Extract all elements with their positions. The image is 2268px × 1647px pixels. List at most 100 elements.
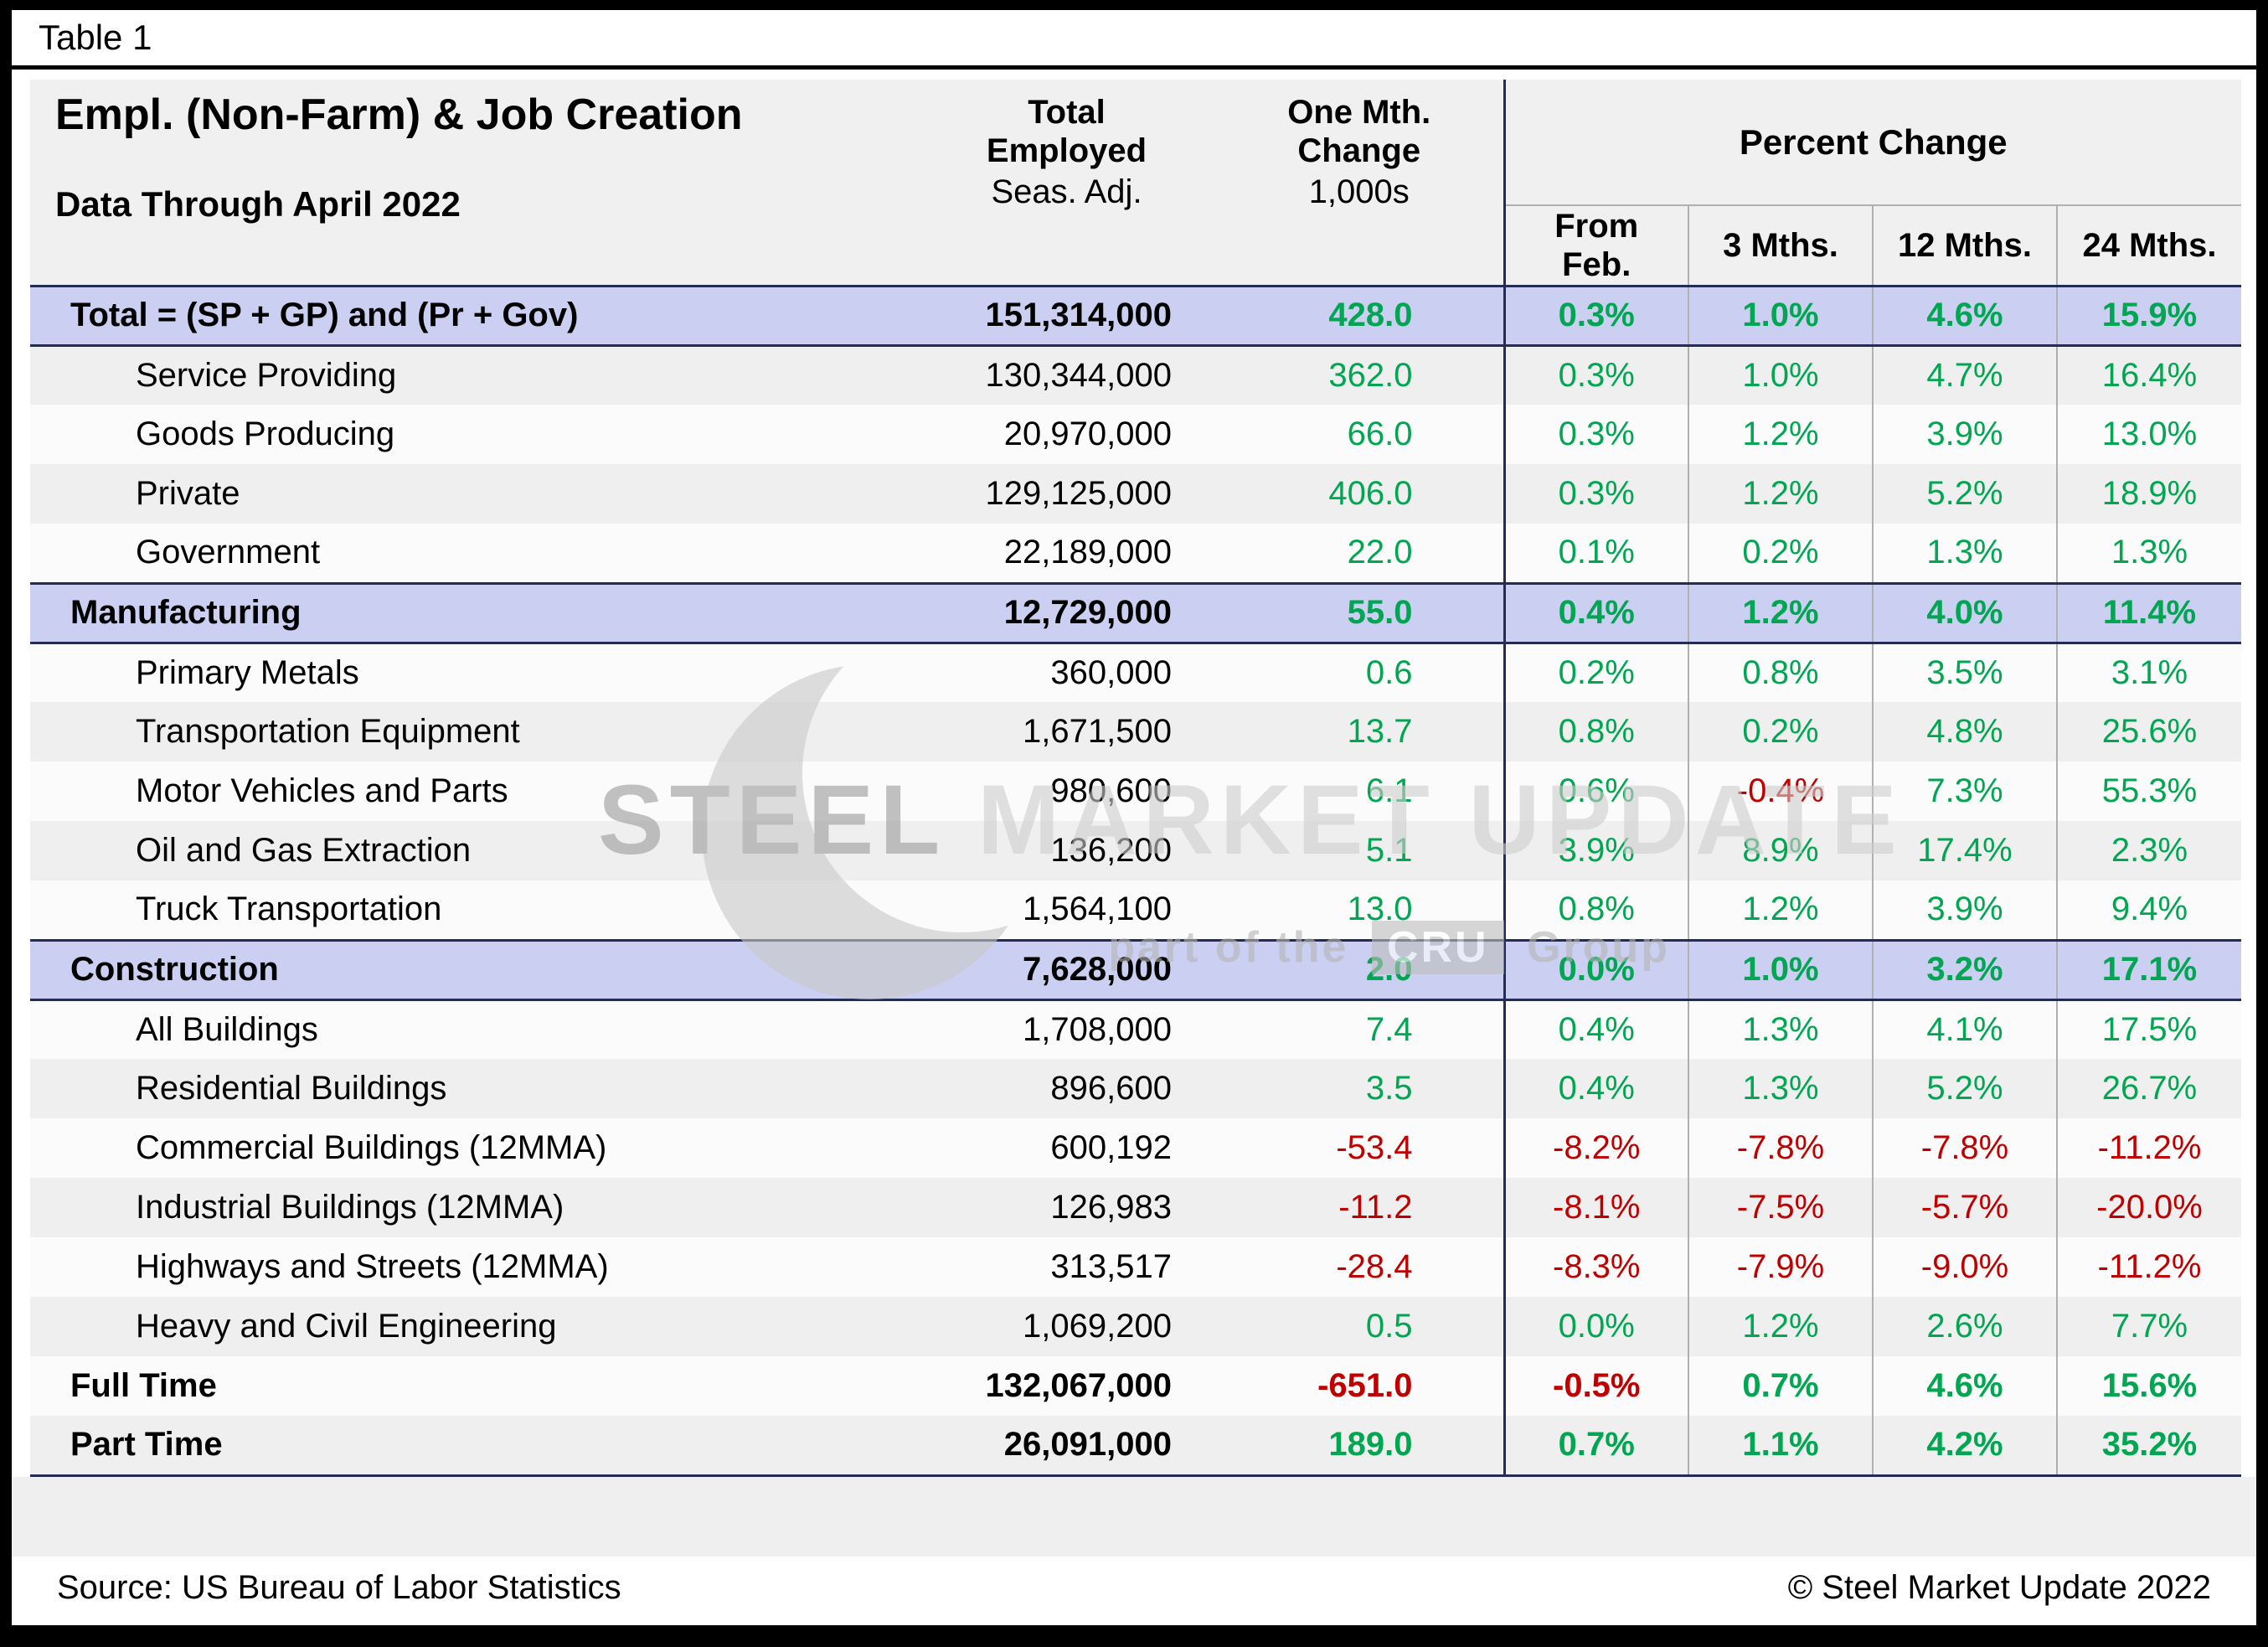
row-label: Part Time xyxy=(30,1416,918,1477)
cell-pct-12mths: -7.8% xyxy=(1872,1118,2057,1178)
cell-one-month-change: 13.0 xyxy=(1347,891,1413,928)
cell-pct-from-feb: 0.4% xyxy=(1503,999,1688,1059)
cell-one-month-change: 55.0 xyxy=(1215,581,1504,644)
cell-pct-24mths: 11.4% xyxy=(2055,581,2242,644)
table-row: Heavy and Civil Engineering 1,069,200 0.… xyxy=(30,1297,2242,1356)
table-row: Government 22,189,000 22.0 0.1% 0.2% 1.3… xyxy=(30,524,2242,583)
cell-total-employed: 1,564,100 xyxy=(1023,891,1172,928)
cell-pct-from-feb: 0.0% xyxy=(1503,938,1688,1001)
cell-pct-3mths: -0.4% xyxy=(1688,762,1873,821)
cell-total-employed: 129,125,000 xyxy=(985,475,1172,512)
row-label: Total = (SP + GP) and (Pr + Gov) xyxy=(30,284,918,347)
cell-pct-12mths: -5.7% xyxy=(1872,1178,2057,1237)
cell-total-employed: 313,517 xyxy=(1050,1248,1172,1285)
cell-pct-from-feb: 0.7% xyxy=(1503,1416,1688,1477)
cell-total-employed: 1,708,000 xyxy=(1023,1010,1172,1048)
table-row: Commercial Buildings (12MMA) 600,192 -53… xyxy=(30,1118,2242,1178)
cell-pct-from-feb: 0.0% xyxy=(1503,1297,1688,1356)
row-label: Motor Vehicles and Parts xyxy=(136,772,508,809)
cell-pct-12mths: -9.0% xyxy=(1872,1237,2057,1297)
cell-pct-12mths: 5.2% xyxy=(1872,1059,2057,1118)
cell-one-month-change: -53.4 xyxy=(1336,1129,1413,1166)
table-row: All Buildings 1,708,000 7.4 0.4% 1.3% 4.… xyxy=(30,999,2242,1059)
cell-one-month-change: 22.0 xyxy=(1347,534,1413,571)
table-label: Table 1 xyxy=(39,18,152,57)
table-row: Construction 7,628,000 2.0 0.0% 1.0% 3.2… xyxy=(30,938,2242,1001)
table-body: Total = (SP + GP) and (Pr + Gov) 151,314… xyxy=(30,284,2242,1477)
row-label: Manufacturing xyxy=(30,581,918,644)
cell-pct-24mths: 16.4% xyxy=(2055,345,2242,405)
cell-total-employed: 360,000 xyxy=(1050,653,1172,691)
cell-pct-24mths: 9.4% xyxy=(2055,880,2242,940)
cell-one-month-change: 66.0 xyxy=(1347,416,1413,452)
cell-pct-3mths: 1.0% xyxy=(1688,284,1873,347)
table-row: Motor Vehicles and Parts 980,600 6.1 0.6… xyxy=(30,762,2242,821)
cell-pct-3mths: 1.3% xyxy=(1688,1059,1873,1118)
cell-pct-24mths: 26.7% xyxy=(2055,1059,2242,1118)
column-header-from-feb: From Feb. xyxy=(1503,205,1688,286)
table-row: Total = (SP + GP) and (Pr + Gov) 151,314… xyxy=(30,284,2242,347)
table-row: Full Time 132,067,000 -651.0 -0.5% 0.7% … xyxy=(30,1356,2242,1416)
row-label: Industrial Buildings (12MMA) xyxy=(136,1189,564,1226)
row-label: Primary Metals xyxy=(136,653,359,691)
cell-one-month-change: 0.5 xyxy=(1365,1308,1413,1345)
cell-total-employed: 7,628,000 xyxy=(918,938,1215,1001)
cell-pct-3mths: 1.2% xyxy=(1688,405,1873,464)
cell-pct-24mths: 3.1% xyxy=(2055,643,2242,702)
cell-pct-24mths: -11.2% xyxy=(2055,1118,2242,1178)
cell-total-employed: 132,067,000 xyxy=(985,1367,1172,1404)
table-row: Primary Metals 360,000 0.6 0.2% 0.8% 3.5… xyxy=(30,643,2242,702)
cell-pct-12mths: 7.3% xyxy=(1872,762,2057,821)
table-row: Goods Producing 20,970,000 66.0 0.3% 1.2… xyxy=(30,405,2242,464)
employed-header-sub: Seas. Adj. xyxy=(991,173,1142,210)
cell-pct-24mths: -11.2% xyxy=(2055,1237,2242,1297)
row-label: Heavy and Civil Engineering xyxy=(136,1308,557,1345)
cell-pct-24mths: 17.5% xyxy=(2055,999,2242,1059)
column-header-percent-change: Percent Change xyxy=(1503,80,2242,206)
employment-table: Empl. (Non-Farm) & Job Creation Data Thr… xyxy=(30,80,2242,1477)
cell-one-month-change: 13.7 xyxy=(1347,713,1413,750)
cell-pct-from-feb: 0.3% xyxy=(1503,284,1688,347)
cell-pct-from-feb: 0.8% xyxy=(1503,702,1688,762)
table-row: Highways and Streets (12MMA) 313,517 -28… xyxy=(30,1237,2242,1297)
cell-pct-3mths: 8.9% xyxy=(1688,821,1873,880)
cell-pct-12mths: 4.7% xyxy=(1872,345,2057,405)
row-label: Highways and Streets (12MMA) xyxy=(136,1248,609,1285)
employed-header-label: Total Employed xyxy=(986,94,1147,169)
cell-pct-24mths: 2.3% xyxy=(2055,821,2242,880)
footer: Source: US Bureau of Labor Statistics © … xyxy=(30,1569,2238,1625)
change-header-label: One Mth. Change xyxy=(1287,94,1431,169)
copyright-note: © Steel Market Update 2022 xyxy=(1787,1569,2211,1606)
cell-pct-12mths: 17.4% xyxy=(1872,821,2057,880)
table-row: Private 129,125,000 406.0 0.3% 1.2% 5.2%… xyxy=(30,464,2242,524)
page-title: Empl. (Non-Farm) & Job Creation xyxy=(55,90,743,139)
column-header-3mths: 3 Mths. xyxy=(1688,205,1873,286)
cell-pct-24mths: 15.9% xyxy=(2055,284,2242,347)
column-header-change: One Mth. Change 1,000s xyxy=(1215,80,1504,286)
cell-pct-3mths: -7.5% xyxy=(1688,1178,1873,1237)
cell-pct-from-feb: 3.9% xyxy=(1503,821,1688,880)
cell-pct-3mths: 1.0% xyxy=(1688,938,1873,1001)
table-row: Industrial Buildings (12MMA) 126,983 -11… xyxy=(30,1178,2242,1237)
cell-pct-24mths: 55.3% xyxy=(2055,762,2242,821)
table-row: Part Time 26,091,000 189.0 0.7% 1.1% 4.2… xyxy=(30,1416,2242,1477)
cell-pct-from-feb: -8.2% xyxy=(1503,1118,1688,1178)
cell-one-month-change: 3.5 xyxy=(1365,1070,1413,1107)
cell-total-employed: 1,069,200 xyxy=(1023,1308,1172,1345)
column-header-employed: Total Employed Seas. Adj. xyxy=(918,80,1215,286)
cell-pct-3mths: 1.2% xyxy=(1688,464,1873,524)
cell-pct-3mths: 1.0% xyxy=(1688,345,1873,405)
cell-pct-24mths: 1.3% xyxy=(2055,524,2242,583)
cell-pct-12mths: 3.9% xyxy=(1872,405,2057,464)
cell-pct-3mths: 0.2% xyxy=(1688,702,1873,762)
cell-one-month-change: -651.0 xyxy=(1317,1367,1413,1404)
cell-pct-from-feb: -0.5% xyxy=(1503,1356,1688,1416)
cell-one-month-change: 189.0 xyxy=(1215,1416,1504,1477)
cell-pct-3mths: 1.2% xyxy=(1688,880,1873,940)
row-label: Construction xyxy=(30,938,918,1001)
cell-one-month-change: -11.2 xyxy=(1338,1189,1413,1226)
cell-pct-12mths: 4.0% xyxy=(1872,581,2057,644)
cell-pct-from-feb: 0.6% xyxy=(1503,762,1688,821)
row-label: Transportation Equipment xyxy=(136,713,520,750)
cell-pct-from-feb: -8.3% xyxy=(1503,1237,1688,1297)
